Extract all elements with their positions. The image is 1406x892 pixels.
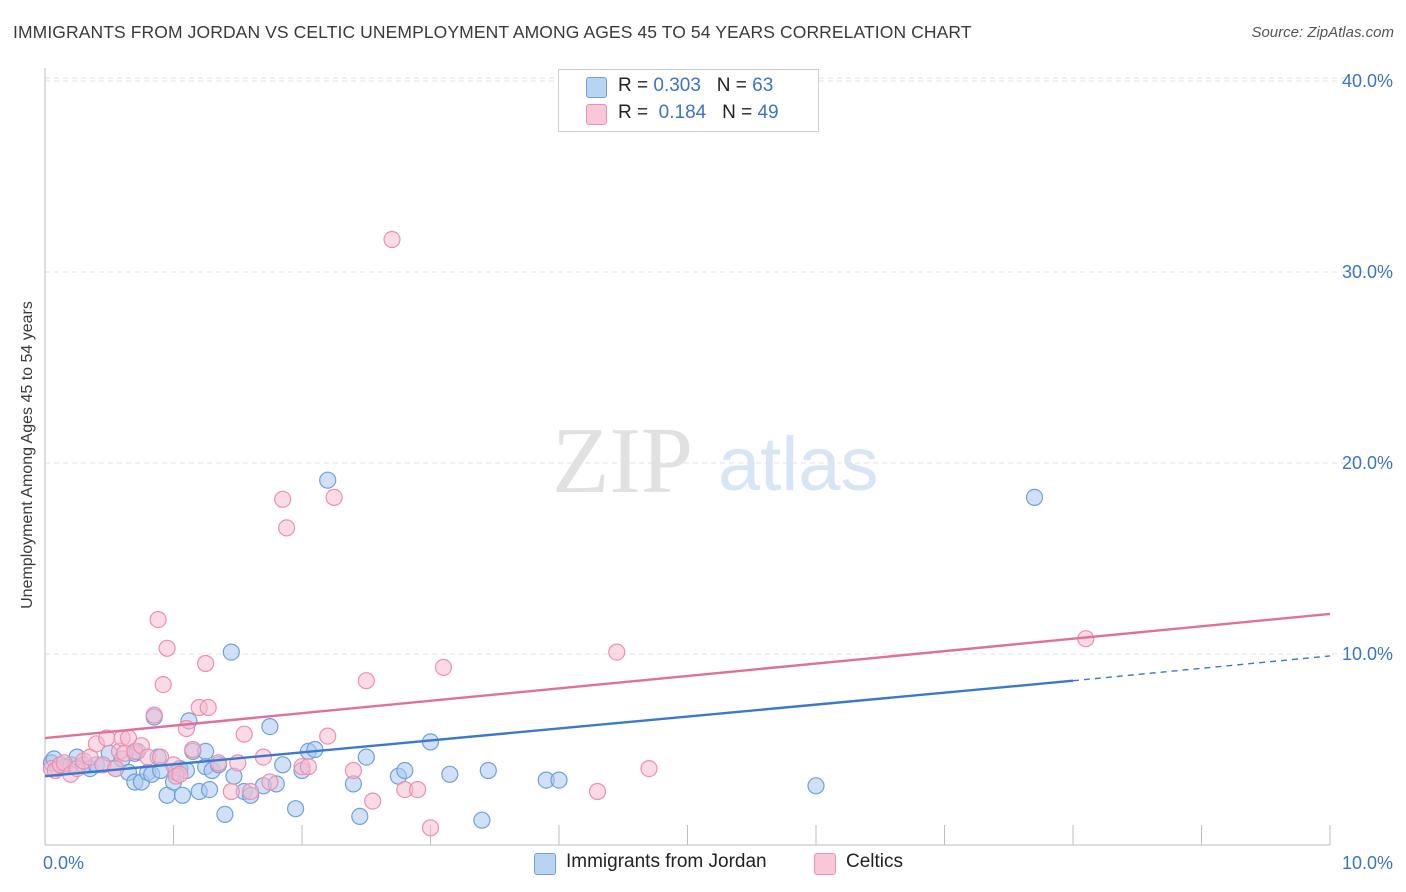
y-tick-label-0: 10.0% [1342,644,1393,664]
jordan-point-54 [357,748,375,766]
watermark: ZIP atlas [552,409,879,513]
celtics-point-44 [325,488,343,506]
celtics-point-32 [209,754,228,772]
celtics-point-46 [357,672,375,690]
chart-title: IMMIGRANTS FROM JORDAN VS CELTIC UNEMPLO… [13,22,972,42]
jordan-point-47 [287,800,305,818]
jordan-point-39 [222,643,240,661]
bottom-label-celtics: Celtics [846,851,904,872]
celtics-point-28 [184,740,202,759]
legend-swatch-celtics [586,104,607,125]
x-tick-label-1: 10.0% [1342,853,1393,873]
celtics-point-45 [344,761,362,780]
source-label: Source: ZipAtlas.com [1251,24,1394,41]
celtics-point-55 [640,759,658,778]
celtics-point-38 [261,773,279,791]
watermark-atlas: atlas [718,422,879,507]
jordan-point-44 [261,717,279,736]
jordan-point-58 [441,765,459,783]
jordan-point-38 [216,805,234,824]
jordan-trend-extension [1072,655,1331,682]
legend-text-celtics: R = 0.184 N = 49 [618,102,779,123]
celtics-point-20 [149,610,167,629]
celtics-point-33 [222,782,240,801]
celtics-point-26 [171,765,189,783]
celtics-point-43 [319,727,337,745]
celtics-point-52 [434,658,452,677]
jordan-point-35 [200,780,219,799]
x-tick-label-0: 0.0% [43,853,84,873]
legend-swatch-jordan [586,77,607,98]
watermark-zip: ZIP [552,409,693,513]
jordan-point-53 [351,807,369,826]
celtics-point-30 [197,654,215,673]
jordan-point-64 [1025,488,1044,506]
legend-text-jordan: R = 0.303 N = 63 [618,75,774,96]
jordan-point-62 [550,771,568,789]
bottom-swatch-celtics [814,853,836,875]
jordan-point-28 [173,786,192,804]
tick-labels: 10.0% 20.0% 30.0% 40.0% 0.0% 10.0% [43,71,1393,873]
celtics-point-36 [242,782,260,801]
jordan-point-46 [274,756,292,774]
celtics-point-31 [199,698,217,717]
bottom-label-jordan: Immigrants from Jordan [566,851,767,872]
bottom-swatch-jordan [534,853,556,875]
celtics-point-23 [158,639,176,657]
celtics-trend-line [44,612,1331,740]
y-tick-label-3: 40.0% [1342,71,1393,91]
jordan-point-60 [479,761,497,780]
gridlines [45,77,1365,655]
celtics-point-35 [235,725,253,743]
jordan-point-51 [319,471,337,489]
series-jordan-points [42,471,1044,829]
jordan-point-63 [807,777,825,795]
celtics-point-50 [409,780,427,799]
celtics-point-40 [278,519,296,537]
y-tick-label-2: 30.0% [1342,262,1393,282]
celtics-point-19 [145,706,163,724]
trend-lines [44,612,1331,778]
series-celtics-points [42,230,1095,837]
celtics-point-39 [274,490,292,508]
celtics-point-53 [588,782,607,801]
jordan-point-56 [396,761,414,780]
y-tick-label-1: 20.0% [1342,453,1393,473]
celtics-point-48 [383,230,401,249]
celtics-point-22 [154,675,172,694]
stats-legend: R = 0.303 N = 63 R = 0.184 N = 49 [558,69,819,132]
celtics-point-54 [608,643,626,661]
jordan-point-59 [473,811,491,829]
celtics-point-51 [421,819,440,837]
celtics-point-47 [364,792,382,810]
jordan-trend-line [44,679,1074,778]
celtics-point-42 [299,758,317,776]
